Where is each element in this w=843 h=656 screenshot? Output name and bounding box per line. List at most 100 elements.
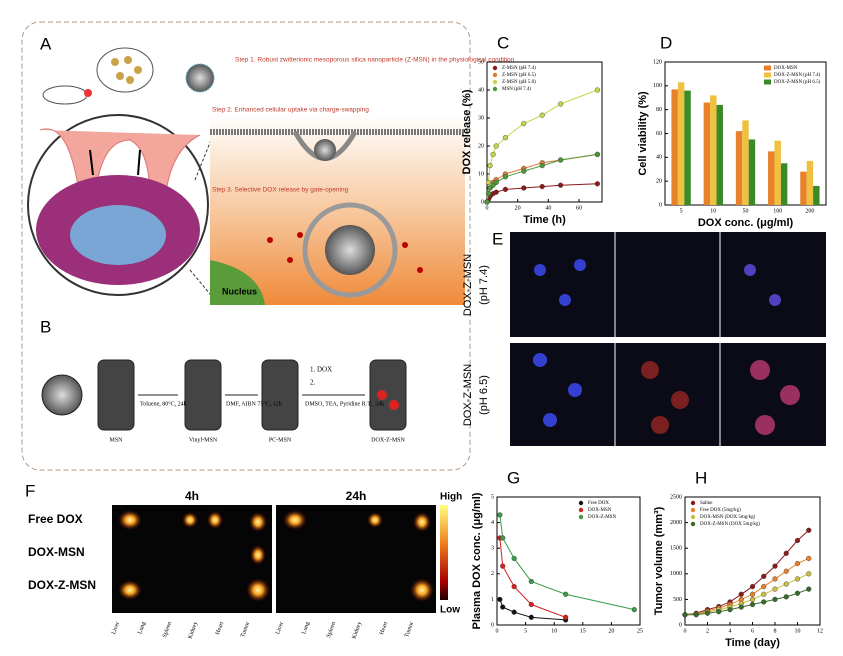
x-tick-label: 15 bbox=[580, 628, 586, 634]
bar bbox=[716, 104, 723, 205]
bar bbox=[684, 90, 691, 205]
y-tick-label: 100 bbox=[653, 83, 662, 89]
legend-label: Free DOX bbox=[588, 501, 609, 506]
step-text: Step 3. Selective DOX release by gate-op… bbox=[212, 187, 349, 194]
data-point bbox=[511, 609, 517, 615]
data-point bbox=[500, 563, 506, 569]
organ-label: Lung bbox=[301, 621, 311, 635]
condition: DMSO, TEA, Pyridine R.T., 24h bbox=[305, 401, 384, 407]
data-point bbox=[806, 586, 812, 592]
y-axis-label: Cell viability (%) bbox=[637, 91, 649, 176]
data-point bbox=[761, 599, 767, 605]
panel-label: D bbox=[660, 33, 672, 52]
legend-swatch bbox=[690, 514, 696, 520]
data-point bbox=[493, 189, 499, 195]
organ-label: Liver bbox=[111, 621, 121, 635]
compound-label: Vinyl-MSN bbox=[189, 437, 218, 443]
legend-swatch bbox=[492, 86, 498, 92]
x-tick-label: 20 bbox=[608, 628, 614, 634]
data-point bbox=[749, 596, 756, 603]
row-label: DOX-MSN bbox=[28, 545, 85, 559]
y-tick-label: 120 bbox=[653, 59, 662, 65]
data-point bbox=[485, 191, 492, 197]
data-point bbox=[783, 568, 789, 574]
y-tick-label: 1500 bbox=[670, 546, 682, 552]
data-point bbox=[493, 143, 499, 149]
data-point bbox=[806, 555, 812, 562]
legend-label: Saline bbox=[700, 501, 713, 506]
x-tick-label: 5 bbox=[524, 628, 527, 634]
legend-swatch bbox=[578, 514, 584, 520]
bar bbox=[813, 185, 820, 205]
legend-swatch bbox=[690, 500, 696, 506]
data-point bbox=[783, 594, 789, 600]
data-point bbox=[493, 179, 499, 186]
data-point bbox=[502, 135, 509, 141]
legend-swatch bbox=[578, 507, 584, 513]
step-text: Step 2. Enhanced cellular uptake via cha… bbox=[212, 107, 369, 114]
bar bbox=[780, 163, 788, 205]
micrographs bbox=[510, 232, 826, 446]
data-point bbox=[761, 583, 767, 590]
data-point bbox=[794, 537, 801, 544]
x-tick-label: 8 bbox=[774, 628, 777, 634]
y-tick-label: 2 bbox=[491, 571, 494, 577]
data-point bbox=[485, 179, 492, 186]
y-tick-label: 30 bbox=[478, 115, 484, 121]
y-axis-label: DOX release (%) bbox=[461, 89, 473, 174]
bar bbox=[768, 151, 775, 205]
legend-swatch bbox=[764, 65, 771, 71]
data-point bbox=[806, 571, 812, 577]
legend-swatch bbox=[764, 72, 771, 78]
x-axis-label: DOX conc. (μg/ml) bbox=[698, 217, 794, 229]
data-point bbox=[794, 590, 801, 596]
data-point bbox=[500, 604, 506, 610]
legend-label: DOX-Z-MSN (DOX 5mg/kg) bbox=[700, 522, 760, 527]
x-tick-label: 50 bbox=[743, 208, 749, 214]
data-point bbox=[539, 163, 545, 169]
x-tick-label: 20 bbox=[515, 205, 521, 211]
y-tick-label: 60 bbox=[656, 131, 662, 137]
x-tick-label: 5 bbox=[680, 208, 683, 214]
panel-label: E bbox=[492, 229, 503, 248]
bar bbox=[748, 139, 756, 205]
x-tick-label: 40 bbox=[545, 205, 551, 211]
data-point bbox=[794, 560, 801, 567]
data-point bbox=[557, 182, 564, 188]
data-point bbox=[502, 186, 509, 193]
condition: DMF, AIBN 75°C, 12h bbox=[226, 400, 282, 407]
organ-label: Lung bbox=[137, 621, 147, 635]
data-point bbox=[761, 573, 767, 579]
legend-swatch bbox=[492, 72, 498, 78]
data-point bbox=[511, 555, 517, 562]
y-tick-label: 40 bbox=[478, 87, 484, 93]
bar bbox=[774, 140, 781, 205]
row-label: (pH 6.5) bbox=[478, 375, 490, 415]
x-tick-label: 4 bbox=[729, 628, 732, 634]
legend-label: DOX-MSN bbox=[774, 66, 798, 71]
ex-vivo-images bbox=[112, 505, 448, 613]
legend-swatch bbox=[764, 79, 771, 85]
panel-label: B bbox=[40, 317, 51, 336]
data-point bbox=[557, 157, 564, 163]
organ-label: Tumor bbox=[404, 621, 415, 638]
reagent: 2. bbox=[310, 379, 316, 387]
data-point bbox=[749, 591, 756, 597]
legend-swatch bbox=[690, 507, 696, 513]
y-tick-label: 80 bbox=[656, 107, 662, 113]
y-tick-label: 50 bbox=[478, 59, 484, 65]
data-point bbox=[806, 527, 812, 533]
data-point bbox=[682, 612, 688, 618]
data-point bbox=[794, 576, 801, 582]
y-tick-label: 1 bbox=[491, 597, 494, 603]
scale-label: High bbox=[440, 492, 462, 503]
plot-frame bbox=[486, 61, 603, 203]
row-label: Free DOX bbox=[28, 512, 83, 526]
organ-label: Kidney bbox=[351, 621, 363, 640]
data-point bbox=[783, 550, 789, 556]
x-tick-label: 12 bbox=[817, 628, 823, 634]
compound-label: MSN bbox=[109, 437, 123, 443]
condition: Toluene, 80°C, 24h bbox=[140, 400, 187, 407]
bar bbox=[735, 131, 743, 205]
panel-label: G bbox=[507, 468, 520, 487]
